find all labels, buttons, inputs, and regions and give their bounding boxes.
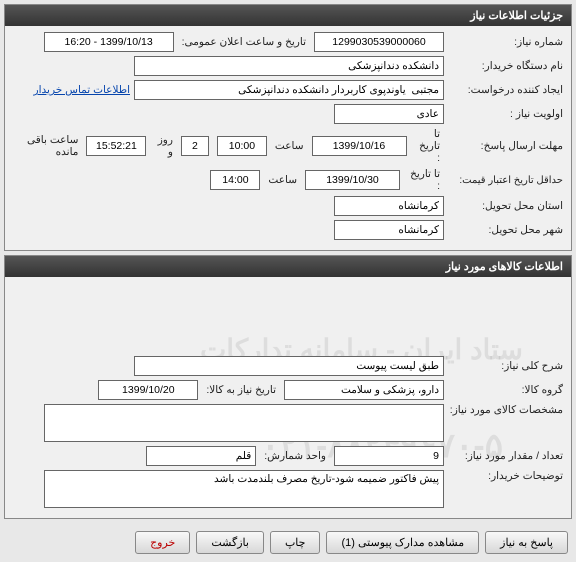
spec-label: مشخصات کالای مورد نیاز: xyxy=(448,404,563,416)
buyer-label: نام دستگاه خریدار: xyxy=(448,60,563,72)
announce-label: تاریخ و ساعت اعلان عمومی: xyxy=(178,36,310,48)
to-date-label-2: تا تاریخ : xyxy=(404,168,444,192)
notes-field[interactable] xyxy=(44,470,444,508)
desc-field[interactable] xyxy=(134,356,444,376)
notes-label: توضیحات خریدار: xyxy=(448,470,563,482)
credit-time-field[interactable] xyxy=(210,170,260,190)
need-by-field[interactable] xyxy=(98,380,198,400)
city-field[interactable] xyxy=(334,220,444,240)
goods-body: ستاد ایران - سامانه تدارکات ۰۲۱-۸۸۲۴۹۶۷۰… xyxy=(5,277,571,518)
requester-label: ایجاد کننده درخواست: xyxy=(448,84,563,96)
time-label-1: ساعت xyxy=(271,140,308,152)
priority-label: اولویت نیاز : xyxy=(448,108,563,120)
need-no-label: شماره نیاز: xyxy=(448,36,563,48)
days-field[interactable] xyxy=(181,136,209,156)
credit-label: حداقل تاریخ اعتبار قیمت: xyxy=(448,175,563,186)
exit-button[interactable]: خروج xyxy=(135,531,190,554)
goods-header: اطلاعات کالاهای مورد نیاز xyxy=(5,256,571,277)
spec-field[interactable] xyxy=(44,404,444,442)
contact-link[interactable]: اطلاعات تماس خریدار xyxy=(34,84,130,96)
need-by-label: تاریخ نیاز به کالا: xyxy=(202,384,280,396)
need-details-panel: جزئیات اطلاعات نیاز شماره نیاز: تاریخ و … xyxy=(4,4,572,251)
to-date-label: تا تاریخ : xyxy=(411,128,445,164)
attachments-button[interactable]: مشاهده مدارک پیوستی (1) xyxy=(326,531,479,554)
print-button[interactable]: چاپ xyxy=(270,531,321,554)
deadline-time-field[interactable] xyxy=(217,136,267,156)
goods-panel: اطلاعات کالاهای مورد نیاز ستاد ایران - س… xyxy=(4,255,572,519)
qty-field[interactable] xyxy=(334,446,444,466)
priority-field[interactable] xyxy=(334,104,444,124)
group-label: گروه کالا: xyxy=(448,384,563,396)
deadline-date-field[interactable] xyxy=(312,136,407,156)
unit-field[interactable] xyxy=(146,446,256,466)
credit-date-field[interactable] xyxy=(305,170,400,190)
desc-label: شرح کلی نیاز: xyxy=(448,360,563,372)
remain-time-field[interactable] xyxy=(86,136,146,156)
days-label: روز و xyxy=(150,134,177,158)
requester-field[interactable] xyxy=(134,80,444,100)
button-bar: پاسخ به نیاز مشاهده مدارک پیوستی (1) چاپ… xyxy=(0,523,576,562)
group-field[interactable] xyxy=(284,380,444,400)
announce-field[interactable] xyxy=(44,32,174,52)
time-label-2: ساعت xyxy=(264,174,301,186)
respond-button[interactable]: پاسخ به نیاز xyxy=(485,531,568,554)
province-field[interactable] xyxy=(334,196,444,216)
remain-label: ساعت باقی مانده xyxy=(13,134,82,158)
unit-label: واحد شمارش: xyxy=(260,450,330,462)
need-no-field[interactable] xyxy=(314,32,444,52)
city-label: شهر محل تحویل: xyxy=(448,224,563,236)
back-button[interactable]: بازگشت xyxy=(196,531,264,554)
province-label: استان محل تحویل: xyxy=(448,200,563,212)
deadline-label: مهلت ارسال پاسخ: xyxy=(448,140,563,152)
qty-label: تعداد / مقدار مورد نیاز: xyxy=(448,450,563,462)
need-details-body: شماره نیاز: تاریخ و ساعت اعلان عمومی: نا… xyxy=(5,26,571,250)
need-details-header: جزئیات اطلاعات نیاز xyxy=(5,5,571,26)
buyer-field[interactable] xyxy=(134,56,444,76)
